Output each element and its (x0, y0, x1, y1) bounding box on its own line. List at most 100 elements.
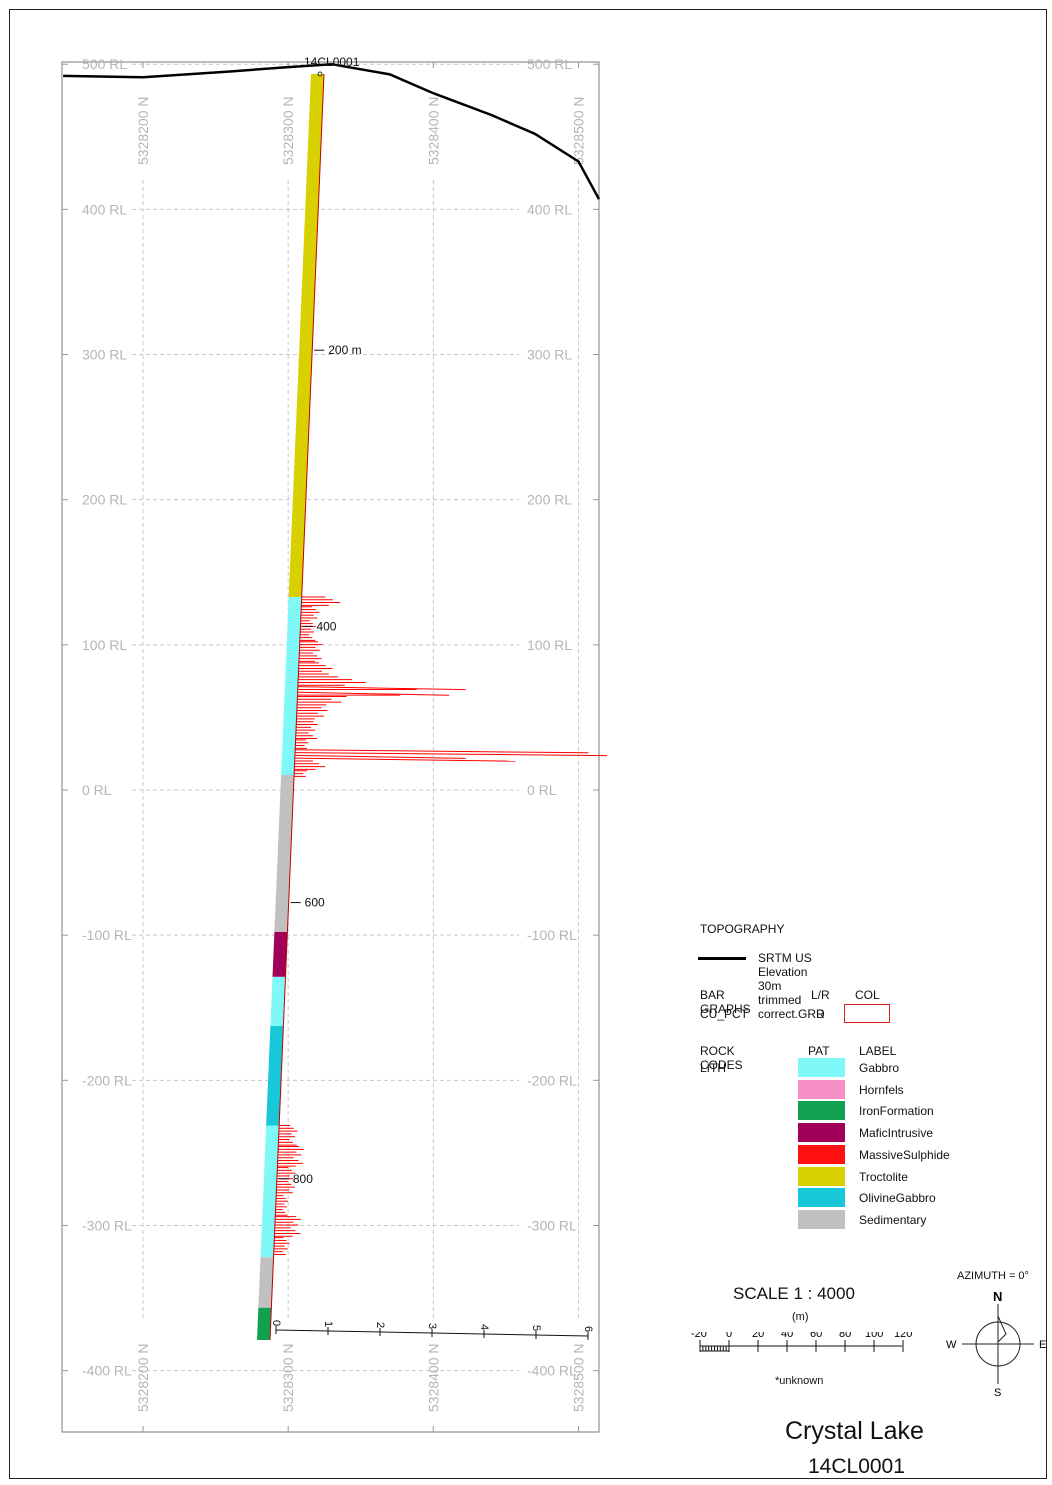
scale-tick-label: 0 (726, 1332, 732, 1340)
lith-interval-gabbro (281, 596, 302, 775)
rl-label-left: -400 RL (82, 1363, 132, 1379)
rl-label-right: 200 RL (527, 492, 572, 508)
rock-swatch-gabbro (798, 1058, 845, 1077)
scale-tick-label: -20 (691, 1332, 707, 1340)
title-project: Crystal Lake (785, 1417, 924, 1445)
north-arrow: N S W E (946, 1289, 1046, 1398)
rl-label-left: 500 RL (82, 56, 127, 72)
rl-label-left: 100 RL (82, 637, 127, 653)
cu-pct-bar (295, 749, 589, 754)
rl-label-left: -200 RL (82, 1072, 132, 1088)
rock-codes-heading: ROCK CODES (700, 1044, 743, 1072)
cu-pct-bar (297, 686, 466, 691)
northing-label-bottom: 5328300 N (280, 1343, 296, 1412)
lith-interval-sedimentary (258, 1257, 274, 1308)
drillhole-trace (269, 71, 325, 1341)
section-panel (61, 61, 600, 1433)
bar-axis-label: 4 (478, 1324, 490, 1330)
scale-tick-label: 60 (810, 1332, 822, 1340)
rl-label-left: 300 RL (82, 347, 127, 363)
northing-label-top: 5328200 N (135, 96, 151, 165)
cu-pct-bar-graph (273, 596, 608, 1255)
rock-label: Hornfels (859, 1082, 904, 1097)
compass-s: S (994, 1387, 1001, 1398)
scale-label: SCALE 1 : 4000 (733, 1284, 855, 1303)
bar-graph-axis: 0 1 2 3 4 5 6 (270, 1320, 594, 1340)
rl-label-right: 300 RL (527, 347, 572, 363)
hole-id-label: 14CL0001 (304, 55, 360, 69)
rock-swatch-hornfels (798, 1079, 845, 1099)
bar-graph-color-swatch (844, 1004, 890, 1023)
rock-label: Troctolite (859, 1169, 908, 1184)
compass-n: N (993, 1289, 1002, 1304)
scale-tick-label: 40 (781, 1332, 793, 1340)
bar-graphs-col-header: COL (855, 988, 880, 1002)
topography-item-label: SRTM US Elevation 30m trimmed correct.GR… (758, 951, 825, 1021)
depth-label: 200 m (328, 343, 361, 357)
bar-axis-label: 2 (374, 1322, 386, 1328)
rl-label-right: 100 RL (527, 637, 572, 653)
cu-pct-bar (294, 754, 466, 759)
bar-axis-label: 6 (582, 1326, 594, 1332)
compass-w: W (946, 1339, 957, 1351)
rock-codes-field: LITH (700, 1061, 727, 1075)
rock-label: Sedimentary (859, 1212, 927, 1227)
rock-swatch-maficintrusive (798, 1123, 845, 1143)
azimuth-label: AZIMUTH = 0° (957, 1270, 1029, 1282)
cu-pct-bar (297, 691, 450, 696)
lithology-column (257, 74, 324, 1340)
depth-label: 800 (293, 1172, 313, 1186)
rock-swatch-massivesulphide (798, 1144, 845, 1164)
scale-tick-label: 100 (865, 1332, 883, 1340)
topography-line (63, 62, 601, 200)
bar-axis-label: 0 (270, 1320, 282, 1326)
topography-line-swatch (698, 957, 746, 960)
bar-graphs-heading: BAR GRAPHS (700, 988, 751, 1016)
lith-interval-sedimentary (274, 774, 295, 933)
lith-interval-maficintrusive (272, 932, 288, 977)
depth-label: 600 (305, 896, 325, 910)
scale-tick-label: 20 (752, 1332, 764, 1340)
rock-swatch-olivinegabbro (798, 1188, 845, 1208)
rl-label-left: 200 RL (82, 492, 127, 508)
scale-unit: (m) (792, 1311, 809, 1323)
northing-label-top: 5328300 N (280, 96, 296, 165)
bar-graphs-lr-header: L/R (811, 988, 830, 1002)
cu-pct-bar (294, 757, 516, 762)
scale-tick-label: 120 (894, 1332, 912, 1340)
compass-e: E (1039, 1339, 1046, 1351)
rl-label-right: 400 RL (527, 201, 572, 217)
hole-trace-line (269, 73, 325, 1341)
bar-graph-field: CU_PCT (700, 1007, 749, 1021)
label-header: LABEL (859, 1044, 897, 1058)
scale-note: *unknown (775, 1375, 824, 1387)
topography-profile (63, 62, 601, 200)
rl-label-right: -100 RL (527, 927, 577, 943)
scale-bar: -20 0 20 40 60 80 100 120 (691, 1332, 912, 1352)
rl-label-left: -100 RL (82, 927, 132, 943)
rock-swatch-ironformation (798, 1101, 845, 1121)
bar-axis-label: 5 (530, 1325, 542, 1331)
rock-label: MaficIntrusive (859, 1126, 934, 1141)
lith-interval-gabbro (270, 976, 286, 1026)
rl-label-right: -400 RL (527, 1363, 577, 1379)
northing-label-top: 5328500 N (570, 96, 586, 165)
rock-label: OlivineGabbro (859, 1191, 936, 1206)
northing-label-bottom: 5328400 N (425, 1343, 441, 1412)
lith-interval-troctolite (288, 74, 324, 597)
depth-label: 400 (316, 619, 336, 633)
cu-pct-bar (295, 752, 608, 757)
lith-interval-ironformation (257, 1307, 272, 1340)
title-hole: 14CL0001 (808, 1455, 905, 1478)
collar-marker (317, 71, 323, 77)
rock-label: Gabbro (859, 1061, 900, 1075)
bar-graph-side: R (816, 1007, 825, 1021)
northing-label-bottom: 5328200 N (135, 1343, 151, 1412)
rock-swatch-sedimentary (798, 1209, 845, 1229)
lith-interval-olivinegabbro (266, 1025, 284, 1126)
rl-label-left: 400 RL (82, 201, 127, 217)
northing-label-top: 5328400 N (425, 96, 441, 165)
rl-label-left: -300 RL (82, 1217, 132, 1233)
